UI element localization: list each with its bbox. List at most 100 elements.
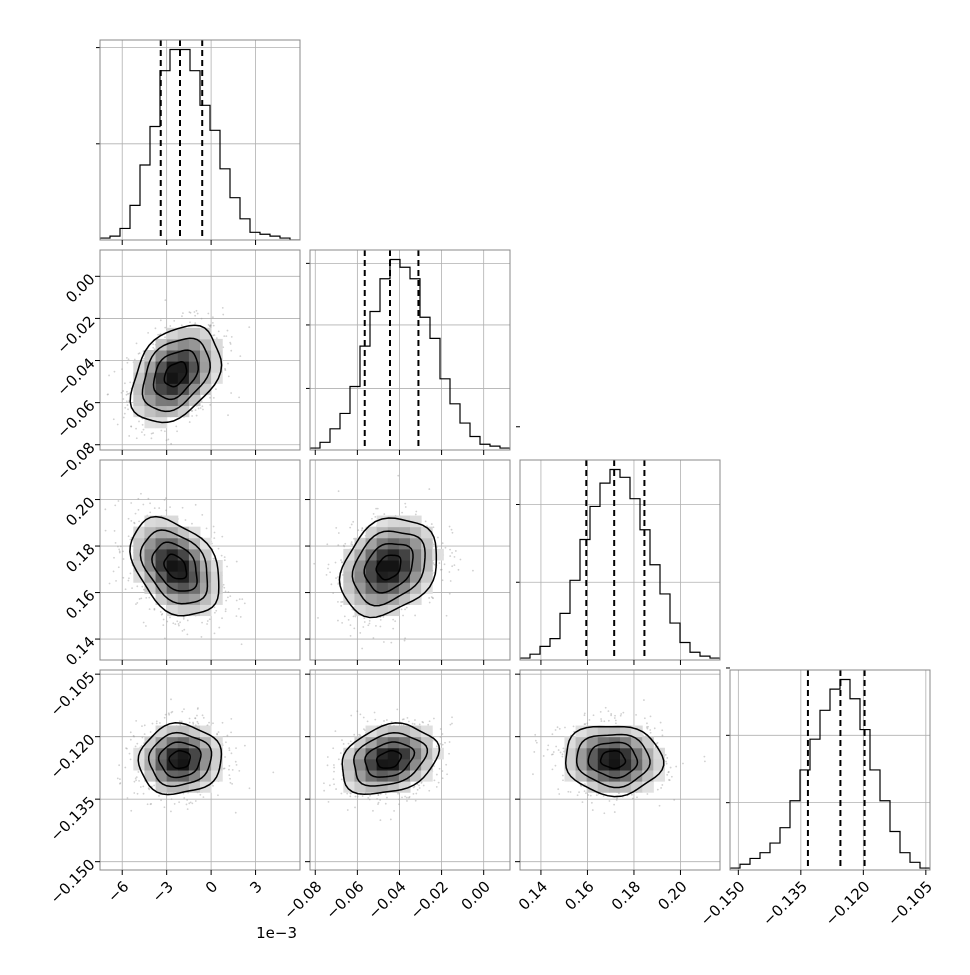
scatter-point [218,627,220,629]
scatter-point [108,375,110,377]
scatter-point [143,622,145,624]
scatter-point [127,580,129,582]
scatter-point [178,625,180,627]
scatter-point [179,621,181,623]
scatter-point [433,543,435,545]
scatter-point [152,432,154,434]
scatter-point [187,620,189,622]
scatter-point [244,602,246,604]
scatter-point [349,527,351,529]
scatter-point [168,714,170,716]
histogram-p3 [516,427,720,665]
scatter-point [404,608,406,610]
density-cell [377,560,389,572]
scatter-point [174,803,176,805]
scatter-point [160,611,162,613]
scatter-point [458,569,460,571]
scatter-point [183,629,185,631]
scatter-point [439,562,441,564]
scatter-point [212,322,214,324]
scatter-point [169,325,171,327]
scatter-point [407,717,409,719]
scatter-point [147,332,149,334]
scatter-point [402,615,404,617]
scatter-point [327,756,329,758]
scatter-point [223,587,225,589]
scatter-point [144,733,146,735]
scatter-point [191,523,193,525]
scatter-point [231,752,233,754]
panel-p3-p4 [515,670,720,875]
scatter-point [228,769,230,771]
scatter-point [442,744,444,746]
scatter-point [214,606,216,608]
scatter-point [350,740,352,742]
scatter-point [235,812,237,814]
scatter-point [373,637,375,639]
scatter-point [182,630,184,632]
scatter-point [230,731,232,733]
scatter-point [436,774,438,776]
scatter-point [109,583,111,585]
scatter-point [128,435,130,437]
scatter-point [169,506,171,508]
scatter-point [208,324,210,326]
scatter-point [181,324,183,326]
density-cell [377,770,389,782]
scatter-point [355,796,357,798]
scatter-point [333,764,335,766]
scatter-point [236,600,238,602]
scatter-point [221,617,223,619]
scatter-point [392,619,394,621]
density-cell [156,748,168,760]
scatter-point [442,733,444,735]
scatter-point [154,608,156,610]
scatter-point [201,405,203,407]
scatter-point [203,796,205,798]
scatter-point [152,723,154,725]
scatter-point [442,777,444,779]
scatter-point [226,735,228,737]
scatter-point [199,794,201,796]
scatter-point [408,797,410,799]
scatter-point [138,520,140,522]
scatter-point [192,722,194,724]
scatter-point [455,550,457,552]
density-cell [178,571,190,583]
scatter-point [142,785,144,787]
scatter-point [135,778,137,780]
density-cell [399,538,411,550]
scatter-point [123,417,125,419]
histogram-steps [520,470,720,660]
scatter-point [449,741,451,743]
scatter-point [213,537,215,539]
scatter-point [104,508,106,510]
scatter-point [351,541,353,543]
scatter-point [209,404,211,406]
scatter-point [118,549,120,551]
scatter-point [449,526,451,528]
scatter-point [433,718,435,720]
scatter-point [448,571,450,573]
scatter-point [164,327,166,329]
scatter-point [114,530,116,532]
scatter-point [136,437,138,439]
scatter-point [198,408,200,410]
scatter-point [214,632,216,634]
scatter-point [225,741,227,743]
scatter-point [369,795,371,797]
scatter-point [209,397,211,399]
scatter-point [202,714,204,716]
scatter-point [332,592,334,594]
scatter-point [202,409,204,411]
density-cell [178,582,190,594]
scatter-point [209,618,211,620]
density-cell [156,527,168,539]
scatter-point [419,724,421,726]
scatter-point [117,424,119,426]
scatter-point [140,493,142,495]
scatter-point [334,730,336,732]
scatter-point [393,810,395,812]
scatter-point [127,797,129,799]
